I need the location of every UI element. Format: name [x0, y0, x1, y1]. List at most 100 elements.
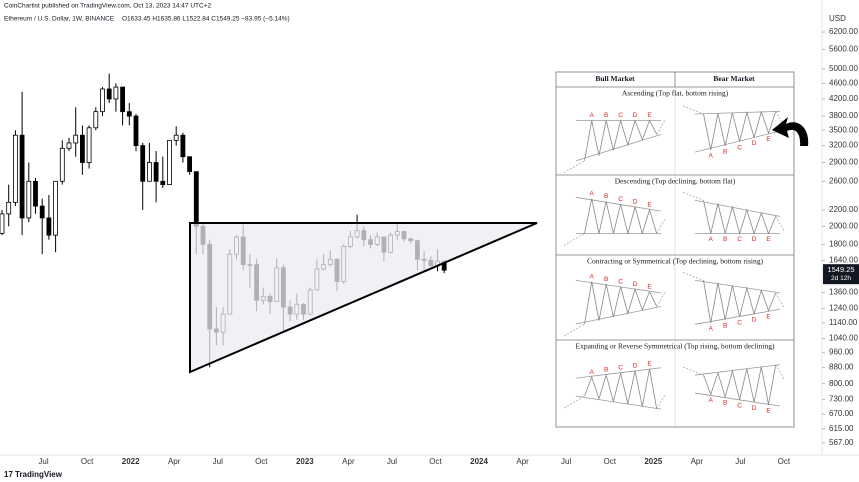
wave-label: E: [766, 314, 771, 321]
breakout: [656, 219, 666, 234]
breakout: [656, 120, 666, 135]
wave-label: A: [590, 112, 595, 119]
trend-line: [694, 308, 781, 325]
wave-label: E: [766, 136, 771, 143]
trend-line: [694, 392, 781, 407]
y-tick-label: 5600.00: [829, 45, 858, 54]
guide-row-title: Descending (Top declining, bottom flat): [615, 177, 736, 186]
x-tick-label: Jul: [735, 457, 745, 466]
candle-body: [120, 86, 125, 113]
wave-label: D: [752, 405, 757, 412]
y-tick-label: 1640.00: [829, 256, 858, 265]
trend-line: [575, 367, 662, 379]
candle-body: [140, 145, 146, 182]
guide-header: Bear Market: [713, 74, 755, 83]
trend-line: [694, 279, 781, 294]
wave-label: C: [737, 320, 742, 327]
wave-label: C: [737, 144, 742, 151]
y-tick-label: 1360.00: [829, 288, 858, 297]
y-tick-label: 2900.00: [829, 158, 858, 167]
y-tick-label: 2000.00: [829, 221, 858, 230]
x-tick-label: Apr: [168, 457, 181, 466]
breakout: [775, 364, 785, 379]
wave-label: B: [604, 193, 608, 200]
x-tick-label: 2025: [644, 457, 662, 466]
candle-body: [93, 111, 99, 129]
y-tick-label: 4600.00: [829, 78, 858, 87]
lead-in: [682, 366, 704, 376]
x-tick-label: Oct: [603, 457, 616, 466]
lead-in: [563, 233, 585, 246]
wave-label: C: [618, 278, 623, 285]
breakout: [656, 394, 666, 410]
wave-label: D: [752, 140, 757, 147]
x-tick-label: Oct: [778, 457, 791, 466]
candle-body: [6, 201, 12, 215]
wave-label: D: [752, 236, 757, 243]
candle-body: [39, 205, 45, 219]
breakout: [656, 292, 666, 307]
wave-label: E: [647, 283, 652, 290]
x-tick-label: 2024: [470, 457, 488, 466]
wave: [703, 280, 777, 323]
pointer-arrow: [772, 117, 809, 146]
lead-in: [563, 160, 585, 174]
wave: [584, 118, 658, 161]
candle-body: [160, 180, 166, 186]
x-tick-label: Apr: [516, 457, 529, 466]
wave-label: D: [633, 199, 638, 206]
x-tick-label: Jul: [38, 457, 48, 466]
lead-in: [563, 323, 585, 337]
candle-body: [26, 180, 32, 219]
wave-label: B: [723, 323, 727, 330]
quote: O1633.45 H1635.86 L1522.84 C1549.25 −83.…: [122, 16, 290, 23]
wave-label: E: [647, 112, 652, 119]
breakout: [775, 292, 785, 308]
candle-body: [53, 180, 58, 236]
x-tick-label: Oct: [81, 457, 94, 466]
wave-label: C: [618, 365, 623, 372]
y-tick-label: 1140.00: [829, 318, 858, 327]
guide-row-title: Ascending (Top flat, bottom rising): [622, 89, 729, 98]
y-tick-label: 3800.00: [829, 111, 858, 120]
wave-label: D: [752, 317, 757, 324]
candle-body: [73, 134, 79, 144]
lead-in: [563, 395, 585, 409]
candle-body: [33, 180, 38, 207]
brand: 17 TradingView: [4, 470, 63, 479]
wave-label: B: [604, 367, 608, 374]
wave-label: E: [766, 407, 771, 414]
y-tick-label: 670.00: [829, 409, 854, 418]
y-tick-label: 730.00: [829, 394, 854, 403]
wave-label: A: [709, 397, 714, 404]
candle-body: [113, 86, 119, 100]
wave-label: D: [633, 363, 638, 370]
wave-label: B: [723, 400, 727, 407]
candle-body: [100, 88, 105, 113]
trend-line: [694, 199, 781, 217]
y-tick-label: 5000.00: [829, 64, 858, 73]
wave-label: E: [766, 236, 771, 243]
wave: [703, 110, 777, 151]
candle-body: [19, 134, 25, 219]
candle-body: [86, 127, 92, 163]
candle-body: [146, 162, 152, 182]
wave-label: A: [709, 326, 714, 333]
y-axis-label: USD: [829, 14, 846, 23]
wave-label: B: [604, 112, 608, 119]
y-tick-label: 567.00: [829, 438, 854, 447]
lead-in: [682, 272, 704, 281]
y-tick-label: 960.00: [829, 347, 854, 356]
y-tick-label: 615.00: [829, 424, 854, 433]
price-badge-value: 1549.25: [827, 265, 854, 274]
x-tick-label: 2023: [296, 457, 314, 466]
x-tick-label: Oct: [255, 457, 268, 466]
symbol: Ethereum / U.S. Dollar, 1W, BINANCE: [4, 16, 115, 23]
y-tick-label: 2600.00: [829, 176, 858, 185]
wave-label: A: [709, 236, 714, 243]
wave-label: A: [590, 190, 595, 197]
wave-label: C: [737, 236, 742, 243]
wave-label: B: [723, 149, 727, 156]
y-tick-label: 800.00: [829, 379, 854, 388]
